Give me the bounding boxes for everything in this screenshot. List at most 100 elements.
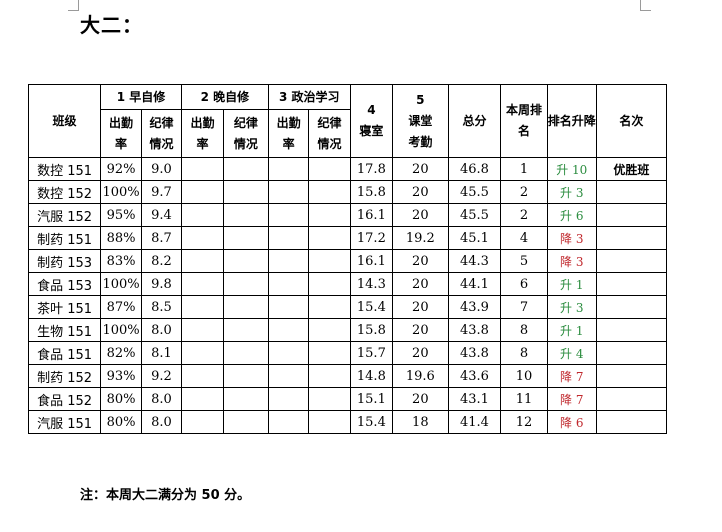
honor-cell (595, 272, 667, 296)
classroom-score-cell: 20 (392, 272, 449, 296)
rank-change-cell: 降 6 (546, 410, 597, 434)
classroom-score-cell: 19.6 (392, 364, 449, 388)
evening-discipline-cell (222, 249, 269, 273)
margin-mark-right (640, 0, 651, 11)
class-name-cell: 数控 151 (27, 157, 102, 181)
rank-cell: 12 (500, 410, 548, 434)
evening-discipline-cell (222, 226, 269, 250)
classroom-score-cell: 19.2 (392, 226, 449, 250)
rank-change-cell: 降 7 (546, 364, 597, 388)
section-heading: 大二： (80, 13, 143, 37)
header-evening-attendance: 出勤 率 (180, 109, 224, 158)
evening-attendance-cell (180, 364, 224, 388)
rank-change-cell: 升 1 (546, 272, 597, 296)
class-name-cell: 汽服 151 (27, 410, 102, 434)
total-score-cell: 44.3 (447, 249, 502, 273)
honor-cell (595, 410, 667, 434)
morning-discipline-cell: 9.8 (140, 272, 182, 296)
morning-attendance-cell: 83% (100, 249, 142, 273)
evening-discipline-cell (222, 341, 269, 365)
morning-discipline-cell: 8.5 (140, 295, 182, 319)
header-evening-study: 2 晚自修 (180, 84, 269, 110)
header-morning-discipline: 纪律 情况 (140, 109, 182, 158)
rank-change-cell: 升 3 (546, 295, 597, 319)
politics-attendance-cell (267, 180, 310, 204)
evening-attendance-cell (180, 157, 224, 181)
dorm-score-cell: 16.1 (349, 249, 394, 273)
evening-attendance-cell (180, 226, 224, 250)
evening-attendance-cell (180, 341, 224, 365)
politics-discipline-cell (308, 295, 351, 319)
header-class: 班级 (27, 84, 102, 158)
classroom-score-cell: 20 (392, 180, 449, 204)
politics-discipline-cell (308, 203, 351, 227)
rank-cell: 1 (500, 157, 548, 181)
politics-discipline-cell (308, 364, 351, 388)
morning-attendance-cell: 80% (100, 410, 142, 434)
classroom-score-cell: 20 (392, 318, 449, 342)
morning-attendance-cell: 92% (100, 157, 142, 181)
table-row: 制药 152 93% 9.2 14.8 19.6 43.6 10 降 7 (27, 364, 722, 388)
total-score-cell: 45.5 (447, 180, 502, 204)
evening-discipline-cell (222, 295, 269, 319)
class-name-cell: 数控 152 (27, 180, 102, 204)
evening-discipline-cell (222, 387, 269, 411)
politics-discipline-cell (308, 318, 351, 342)
honor-cell (595, 295, 667, 319)
politics-attendance-cell (267, 203, 310, 227)
evening-discipline-cell (222, 364, 269, 388)
honor-cell (595, 180, 667, 204)
header-politics-study: 3 政治学习 (267, 84, 351, 110)
total-score-cell: 43.1 (447, 387, 502, 411)
class-name-cell: 食品 152 (27, 387, 102, 411)
header-politics-attendance: 出勤 率 (267, 109, 310, 158)
rank-cell: 11 (500, 387, 548, 411)
morning-attendance-cell: 88% (100, 226, 142, 250)
morning-discipline-cell: 9.2 (140, 364, 182, 388)
morning-attendance-cell: 100% (100, 318, 142, 342)
class-name-cell: 制药 153 (27, 249, 102, 273)
politics-attendance-cell (267, 272, 310, 296)
morning-discipline-cell: 9.0 (140, 157, 182, 181)
header-morning-attendance: 出勤 率 (100, 109, 142, 158)
class-name-cell: 生物 151 (27, 318, 102, 342)
politics-discipline-cell (308, 410, 351, 434)
rank-cell: 8 (500, 341, 548, 365)
politics-attendance-cell (267, 387, 310, 411)
morning-attendance-cell: 80% (100, 387, 142, 411)
score-table-body: 数控 151 92% 9.0 17.8 20 46.8 1 升 10 优胜班 数控 152 100%… (27, 157, 722, 434)
morning-discipline-cell: 8.7 (140, 226, 182, 250)
dorm-score-cell: 17.2 (349, 226, 394, 250)
header-politics-discipline: 纪律 情况 (308, 109, 351, 158)
rank-cell: 8 (500, 318, 548, 342)
table-row: 汽服 152 95% 9.4 16.1 20 45.5 2 升 6 (27, 203, 722, 227)
evening-attendance-cell (180, 180, 224, 204)
class-name-cell: 制药 152 (27, 364, 102, 388)
dorm-score-cell: 15.7 (349, 341, 394, 365)
politics-discipline-cell (308, 249, 351, 273)
politics-attendance-cell (267, 318, 310, 342)
table-row: 食品 151 82% 8.1 15.7 20 43.8 8 升 4 (27, 341, 722, 365)
rank-change-cell: 降 7 (546, 387, 597, 411)
morning-attendance-cell: 100% (100, 272, 142, 296)
evening-discipline-cell (222, 318, 269, 342)
morning-discipline-cell: 8.2 (140, 249, 182, 273)
rank-cell: 4 (500, 226, 548, 250)
header-evening-discipline: 纪律 情况 (222, 109, 269, 158)
honor-cell (595, 226, 667, 250)
total-score-cell: 46.8 (447, 157, 502, 181)
politics-attendance-cell (267, 157, 310, 181)
dorm-score-cell: 15.1 (349, 387, 394, 411)
evening-discipline-cell (222, 272, 269, 296)
rank-cell: 2 (500, 203, 548, 227)
rank-change-cell: 升 6 (546, 203, 597, 227)
politics-discipline-cell (308, 387, 351, 411)
total-score-cell: 43.8 (447, 341, 502, 365)
politics-attendance-cell (267, 341, 310, 365)
politics-attendance-cell (267, 249, 310, 273)
rank-change-cell: 升 4 (546, 341, 597, 365)
classroom-score-cell: 20 (392, 203, 449, 227)
rank-cell: 7 (500, 295, 548, 319)
evening-attendance-cell (180, 410, 224, 434)
class-name-cell: 制药 151 (27, 226, 102, 250)
